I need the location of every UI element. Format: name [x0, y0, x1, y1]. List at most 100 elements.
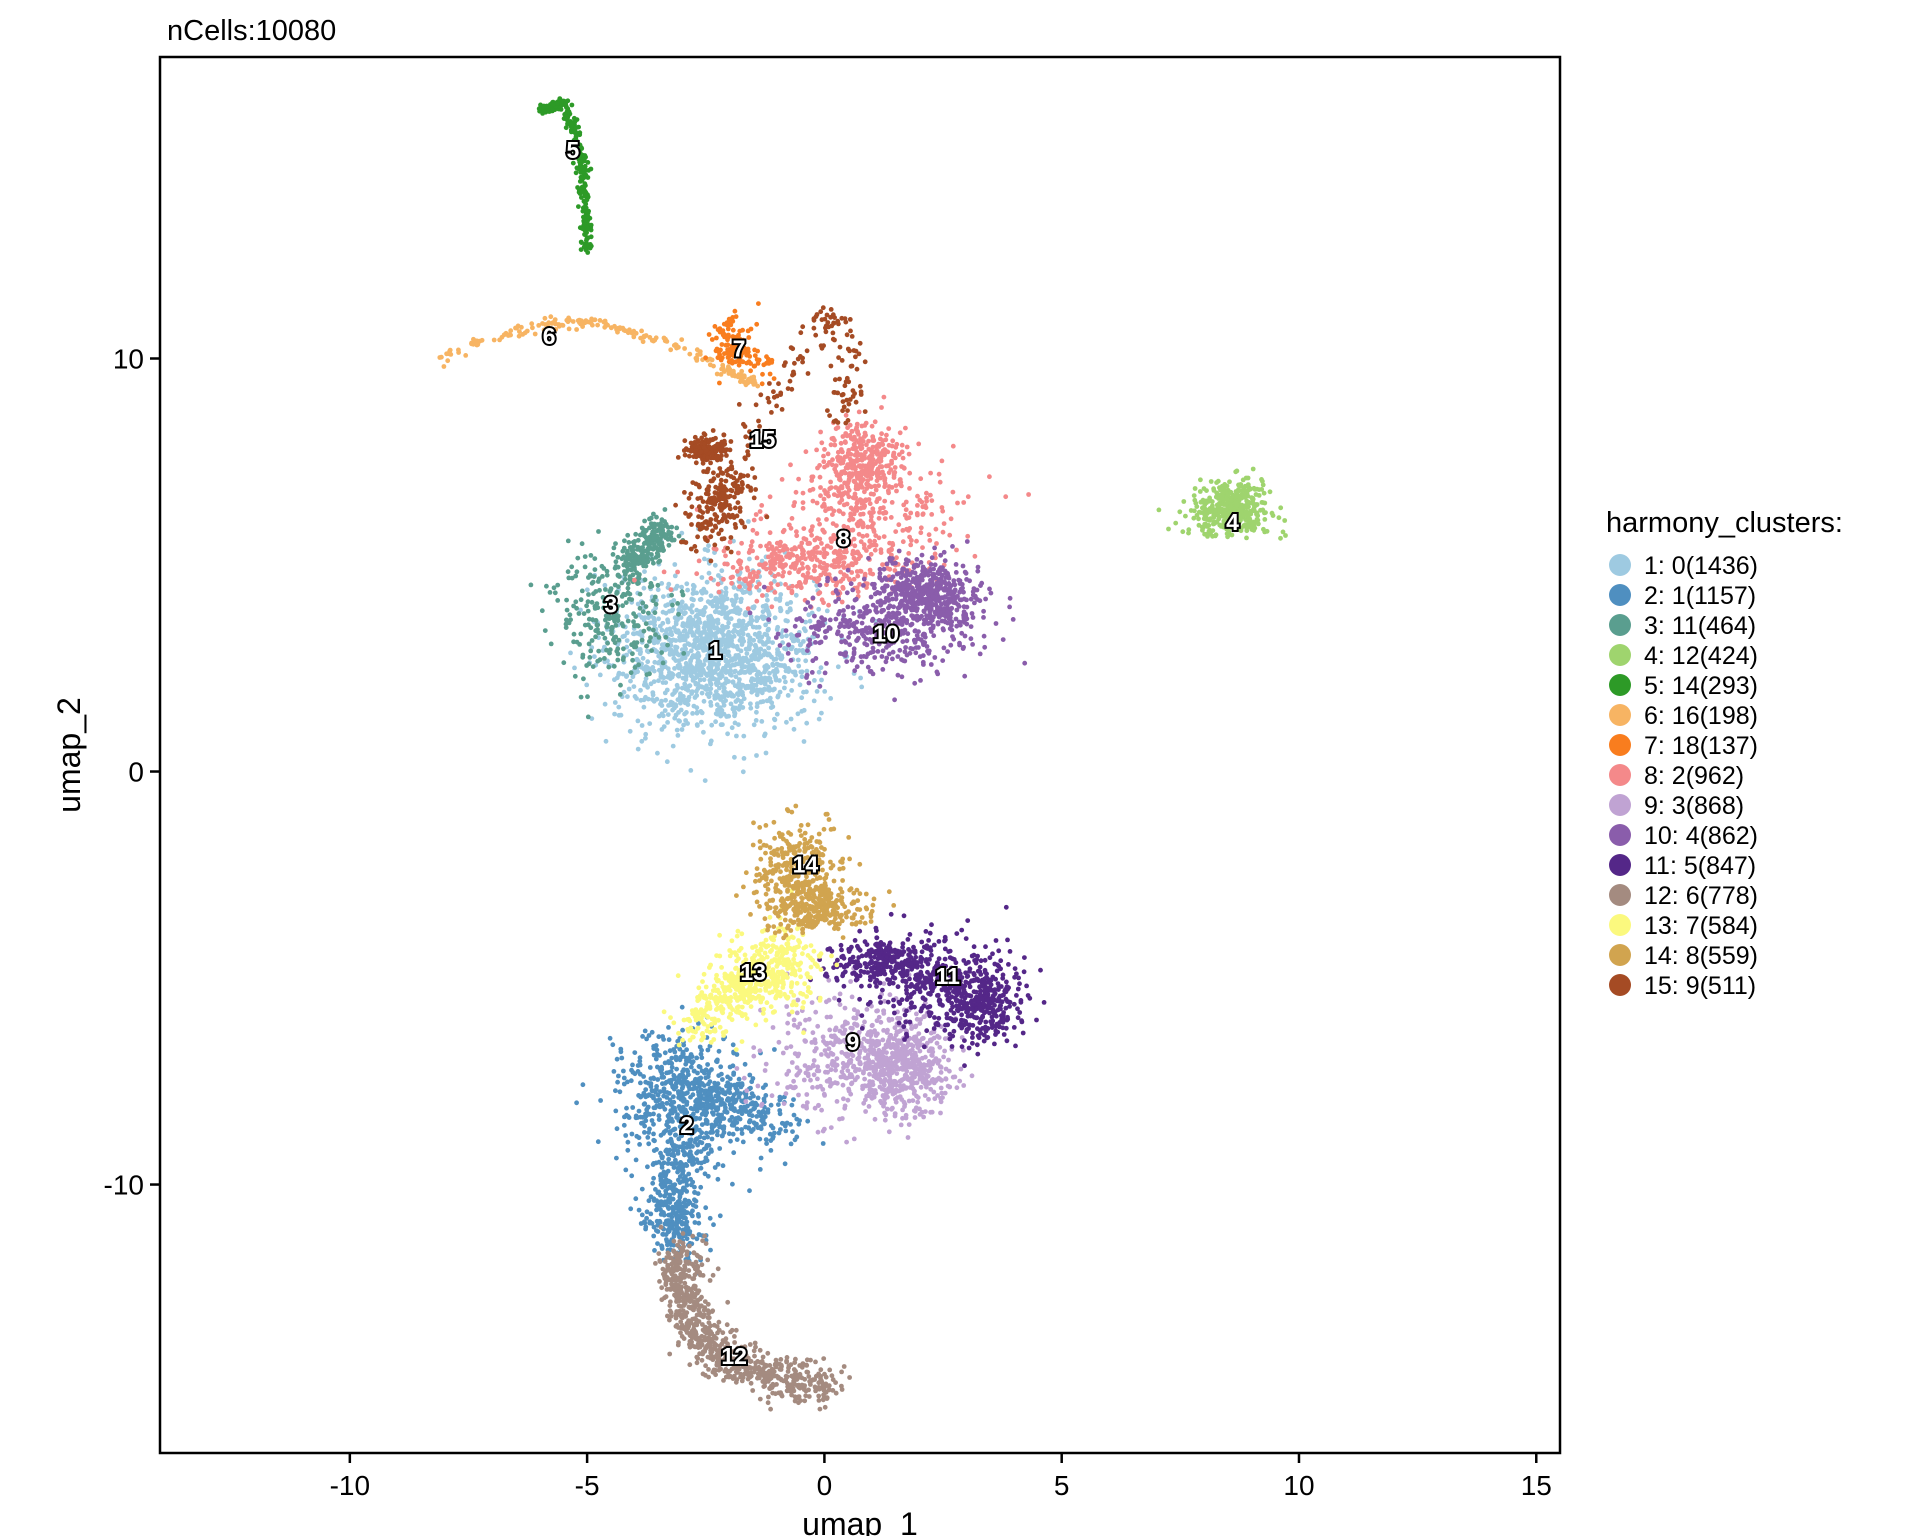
point — [753, 645, 759, 650]
point — [955, 500, 960, 506]
point — [757, 630, 762, 636]
point — [663, 634, 669, 640]
point — [833, 582, 839, 588]
point — [907, 470, 913, 476]
point — [841, 469, 847, 474]
point — [730, 327, 736, 333]
point — [701, 698, 707, 704]
point — [1201, 486, 1207, 491]
point — [751, 637, 757, 643]
point — [672, 615, 678, 621]
point — [456, 347, 461, 353]
point — [950, 443, 956, 449]
point — [1262, 517, 1268, 522]
point — [655, 582, 661, 588]
point — [592, 567, 598, 572]
point — [763, 667, 769, 672]
point — [795, 657, 801, 663]
point — [873, 533, 879, 538]
point — [618, 1046, 624, 1052]
point — [681, 722, 686, 728]
point — [767, 494, 773, 500]
point — [673, 644, 678, 650]
point — [878, 547, 884, 553]
point — [706, 1151, 711, 1157]
point — [651, 1075, 656, 1081]
point — [846, 487, 852, 493]
point — [1253, 492, 1259, 497]
point — [628, 678, 633, 684]
point — [720, 332, 726, 338]
point — [642, 518, 647, 524]
point — [734, 1126, 740, 1132]
point — [671, 598, 677, 603]
point — [647, 671, 652, 677]
point — [573, 125, 579, 131]
point — [677, 1194, 683, 1200]
point — [620, 548, 626, 554]
point — [774, 711, 780, 717]
point — [900, 455, 906, 461]
point — [612, 582, 618, 588]
point — [715, 617, 721, 623]
point — [733, 593, 739, 598]
point — [762, 733, 767, 739]
point — [675, 601, 680, 606]
point — [578, 597, 584, 603]
point — [677, 1189, 683, 1194]
point — [666, 1025, 671, 1030]
point — [795, 711, 801, 717]
point — [697, 677, 703, 683]
point — [674, 525, 680, 531]
point — [822, 464, 827, 470]
point — [821, 501, 827, 507]
point — [835, 454, 841, 460]
point — [588, 648, 594, 654]
point — [803, 658, 809, 664]
point — [621, 327, 627, 333]
point — [732, 669, 737, 675]
point — [828, 479, 833, 485]
point — [825, 451, 831, 457]
point — [784, 719, 789, 725]
point — [681, 629, 687, 634]
point — [694, 571, 700, 577]
point — [1192, 508, 1197, 514]
point — [663, 697, 668, 703]
point — [657, 537, 663, 543]
point — [638, 687, 643, 693]
point — [702, 636, 708, 641]
point — [801, 689, 806, 695]
point — [595, 579, 601, 584]
point — [747, 556, 752, 562]
point — [536, 106, 542, 112]
point — [762, 603, 768, 609]
point — [672, 666, 677, 671]
point — [1255, 513, 1261, 519]
point — [859, 485, 865, 490]
point — [1231, 493, 1237, 499]
point — [690, 711, 695, 716]
point — [613, 634, 619, 640]
point — [1191, 493, 1197, 498]
point — [740, 692, 746, 698]
point — [652, 610, 658, 616]
point — [739, 368, 745, 374]
point — [708, 686, 714, 692]
point — [614, 1056, 620, 1062]
point — [848, 436, 854, 441]
point — [740, 630, 746, 636]
point — [727, 539, 733, 545]
point — [812, 678, 817, 683]
point — [679, 656, 685, 662]
point — [810, 498, 816, 504]
point — [689, 596, 695, 602]
point — [697, 1139, 703, 1145]
point — [501, 332, 507, 338]
point — [886, 463, 891, 469]
point — [683, 1061, 689, 1067]
point — [674, 727, 680, 733]
point — [687, 1137, 693, 1143]
point — [563, 102, 568, 108]
point — [649, 583, 655, 589]
